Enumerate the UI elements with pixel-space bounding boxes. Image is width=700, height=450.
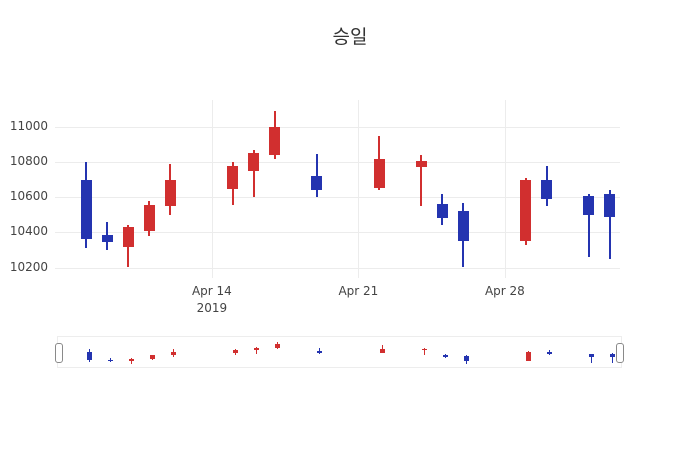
x-axis-tick-label: Apr 21 [338,284,379,298]
candle-body [143,205,155,232]
candle-body [269,127,281,156]
y-axis-tick-label: 10800 [9,154,48,169]
main-plot-area[interactable] [55,100,620,278]
candle-body [164,179,176,207]
y-gridline [55,197,620,199]
chart-title: 승일 [332,26,368,48]
candle-body [610,353,615,357]
candle-body [170,351,176,356]
x-gridline [504,100,506,278]
candle-body [547,351,553,355]
candle-body [254,347,260,351]
candle-body [80,179,92,240]
candle-body [248,152,260,171]
candle-body [463,356,469,361]
candle-body [149,355,155,360]
y-axis-tick-label: 10600 [9,189,48,204]
x-axis-tick-label: Apr 14 [191,284,232,298]
candle-body [583,195,595,215]
candle-wick [612,353,613,364]
candle-wick [252,150,255,197]
candle-body [520,179,532,242]
candle-wick [420,155,423,207]
candle-wick [608,190,611,259]
candle-body [317,351,323,354]
range-slider-left-handle[interactable] [55,343,63,363]
candle-wick [319,347,321,355]
range-slider-plot [58,340,623,366]
candle-body [311,176,323,191]
candle-body [541,179,553,200]
y-axis-tick-label: 11000 [9,119,48,134]
candle-body [227,165,239,189]
range-slider-right-handle[interactable] [616,343,624,363]
candle-body [101,235,113,242]
y-gridline [55,127,620,129]
candle-body [86,351,92,361]
candle-body [457,211,469,242]
candle-body [233,349,239,353]
x-axis-tick-label: Apr 28 [484,284,525,298]
candle-wick [423,348,425,356]
candle-body [379,348,385,353]
range-slider[interactable] [55,336,624,368]
candle-wick [591,353,593,363]
y-gridline [55,162,620,164]
candle-body [128,358,134,362]
candle-body [415,161,427,167]
candle-body [275,344,281,349]
candle-body [589,354,595,357]
candle-body [604,193,615,217]
y-axis-tick-label: 10200 [9,259,48,274]
candle-body [122,227,134,248]
x-gridline [211,100,213,278]
candle-wick [256,347,258,355]
candle-body [421,349,427,351]
candle-body [107,359,113,362]
y-gridline [55,267,620,269]
candle-wick [587,193,590,257]
candle-body [526,351,532,361]
y-gridline [55,232,620,234]
candle-body [442,355,448,358]
x-gridline [358,100,360,278]
y-axis-tick-label: 10400 [9,224,48,239]
candle-body [436,204,448,219]
x-axis-year-label: 2019 [196,301,228,315]
candle-wick [315,153,318,198]
candle-body [373,158,385,189]
